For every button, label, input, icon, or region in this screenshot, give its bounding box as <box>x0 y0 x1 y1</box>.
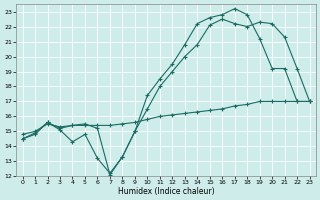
X-axis label: Humidex (Indice chaleur): Humidex (Indice chaleur) <box>118 187 214 196</box>
